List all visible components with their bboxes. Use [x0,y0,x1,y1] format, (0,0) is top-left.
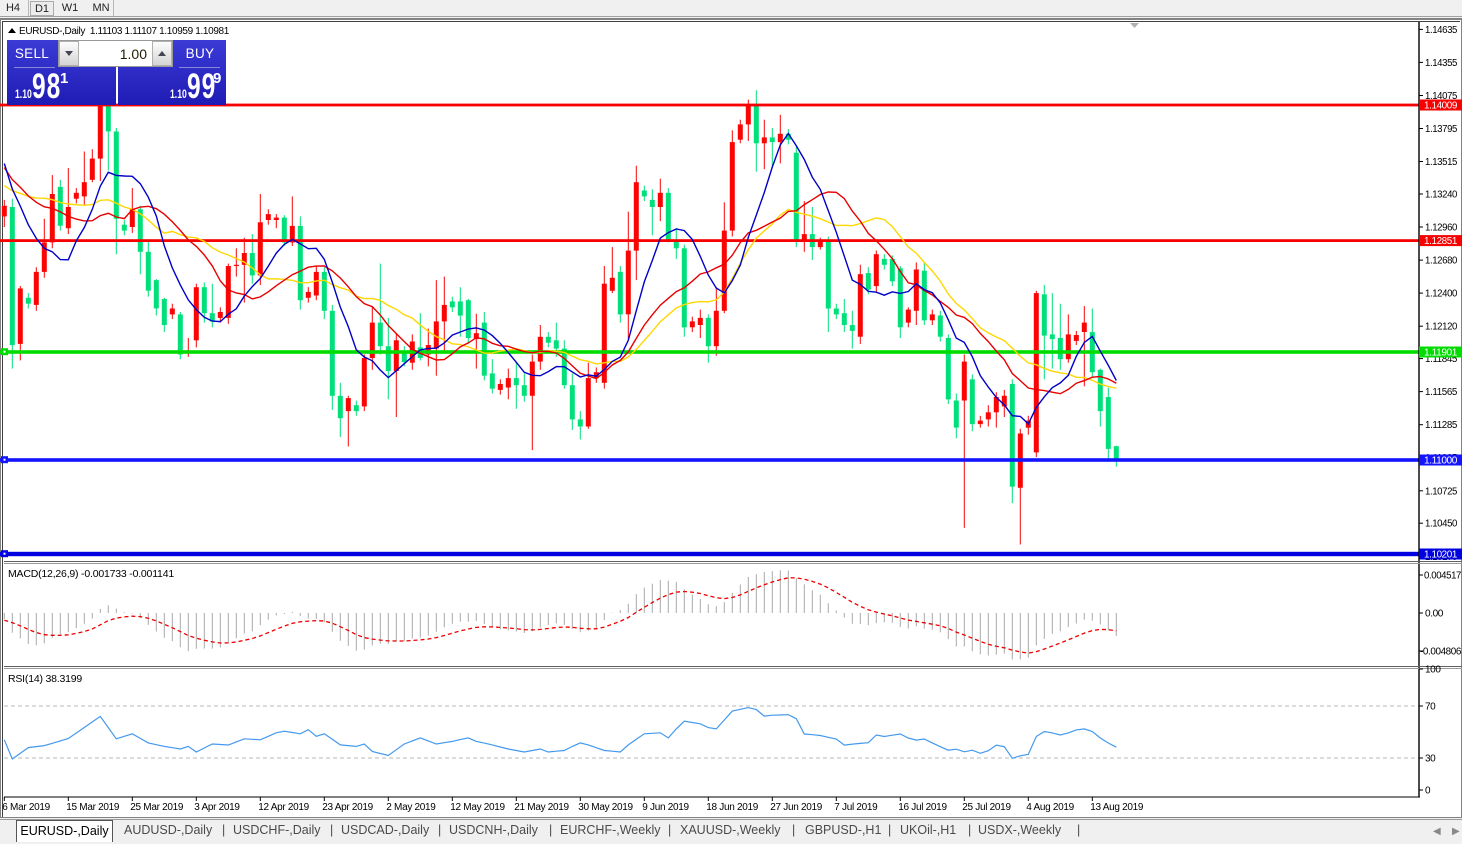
svg-text:1.14009: 1.14009 [1424,101,1458,112]
svg-text:25 Jul 2019: 25 Jul 2019 [962,802,1011,813]
svg-text:1.13795: 1.13795 [1425,124,1458,135]
svg-text:6 Mar 2019: 6 Mar 2019 [2,802,50,813]
svg-text:1.11845: 1.11845 [1425,354,1458,365]
svg-text:70: 70 [1425,702,1436,713]
svg-text:0.004517: 0.004517 [1424,571,1462,582]
svg-text:0.00: 0.00 [1425,609,1444,620]
svg-text:1.12120: 1.12120 [1425,322,1458,333]
svg-text:1.12680: 1.12680 [1425,256,1458,267]
svg-text:15 Mar 2019: 15 Mar 2019 [66,802,120,813]
svg-text:1.11901: 1.11901 [1424,348,1458,359]
svg-text:100: 100 [1425,665,1441,676]
svg-text:7 Jul 2019: 7 Jul 2019 [834,802,878,813]
svg-text:1.12851: 1.12851 [1424,236,1458,247]
svg-text:25 Mar 2019: 25 Mar 2019 [130,802,184,813]
svg-text:1.12960: 1.12960 [1425,223,1458,234]
svg-text:1.14075: 1.14075 [1425,91,1458,102]
svg-text:1.14635: 1.14635 [1425,25,1458,36]
svg-text:1.11285: 1.11285 [1425,420,1458,431]
svg-text:9 Jun 2019: 9 Jun 2019 [642,802,689,813]
svg-text:2 May 2019: 2 May 2019 [386,802,436,813]
svg-text:12 May 2019: 12 May 2019 [450,802,505,813]
svg-text:1.10201: 1.10201 [1424,550,1458,561]
svg-text:1.11565: 1.11565 [1425,387,1458,398]
svg-text:1.13515: 1.13515 [1425,157,1458,168]
svg-text:1.11000: 1.11000 [1424,456,1458,467]
svg-text:27 Jun 2019: 27 Jun 2019 [770,802,822,813]
svg-text:4 Aug 2019: 4 Aug 2019 [1026,802,1074,813]
svg-text:13 Aug 2019: 13 Aug 2019 [1090,802,1144,813]
svg-text:-0.004806: -0.004806 [1420,647,1462,658]
svg-text:21 May 2019: 21 May 2019 [514,802,569,813]
svg-text:1.10725: 1.10725 [1425,486,1458,497]
svg-text:1.14355: 1.14355 [1425,58,1458,69]
svg-text:18 Jun 2019: 18 Jun 2019 [706,802,758,813]
svg-text:3 Apr 2019: 3 Apr 2019 [194,802,240,813]
svg-text:1.10450: 1.10450 [1425,519,1458,530]
svg-text:23 Apr 2019: 23 Apr 2019 [322,802,373,813]
svg-text:1.12400: 1.12400 [1425,289,1458,300]
svg-text:30: 30 [1425,754,1436,765]
svg-text:1.13240: 1.13240 [1425,190,1458,201]
svg-text:0: 0 [1425,786,1431,797]
svg-text:16 Jul 2019: 16 Jul 2019 [898,802,947,813]
svg-text:30 May 2019: 30 May 2019 [578,802,633,813]
svg-text:12 Apr 2019: 12 Apr 2019 [258,802,309,813]
